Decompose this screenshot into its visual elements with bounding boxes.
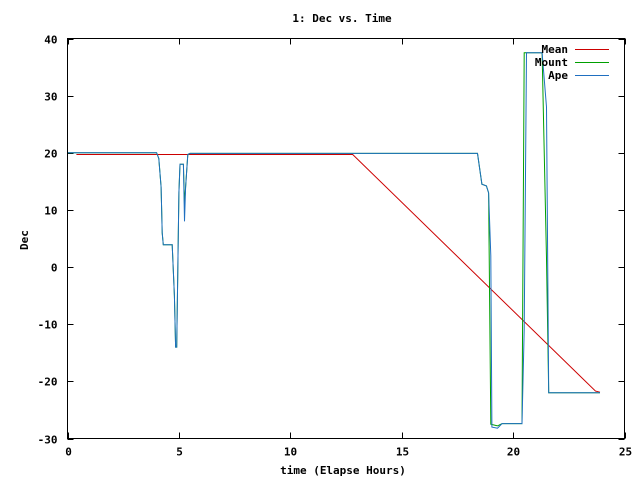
y-axis-label: Dec	[18, 230, 31, 250]
x-tick-label: 10	[284, 446, 297, 459]
x-axis-label: time (Elapse Hours)	[280, 464, 406, 477]
x-tick-label: 20	[507, 446, 520, 459]
series-line-mount	[67, 52, 600, 427]
series-line-mean	[76, 154, 601, 393]
x-tick-label: 25	[619, 446, 632, 459]
series-layer	[67, 52, 601, 429]
y-tick-label: -20	[38, 376, 58, 389]
y-tick-label: 20	[44, 148, 57, 161]
x-tick-label: 0	[65, 446, 72, 459]
axis-tick-labels: 0 5 10 15 20 25 -30 -20 -10 0 10 20 30 40	[38, 34, 633, 459]
chart-title: 1: Dec vs. Time	[292, 12, 392, 25]
legend-label-mean: Mean	[542, 43, 569, 56]
plot-frame	[67, 38, 625, 439]
y-tick-label: 0	[51, 262, 58, 275]
y-tick-label: 10	[44, 205, 57, 218]
x-tick-label: 5	[176, 446, 183, 459]
legend-label-ape: Ape	[548, 69, 568, 82]
y-tick-label: 30	[44, 91, 57, 104]
y-tick-label: -10	[38, 319, 58, 332]
axis-ticks	[67, 38, 626, 440]
x-tick-label: 15	[396, 446, 409, 459]
y-tick-label: 40	[44, 34, 57, 47]
y-tick-label: -30	[38, 434, 58, 447]
series-line-ape	[67, 52, 600, 429]
legend-label-mount: Mount	[535, 56, 568, 69]
